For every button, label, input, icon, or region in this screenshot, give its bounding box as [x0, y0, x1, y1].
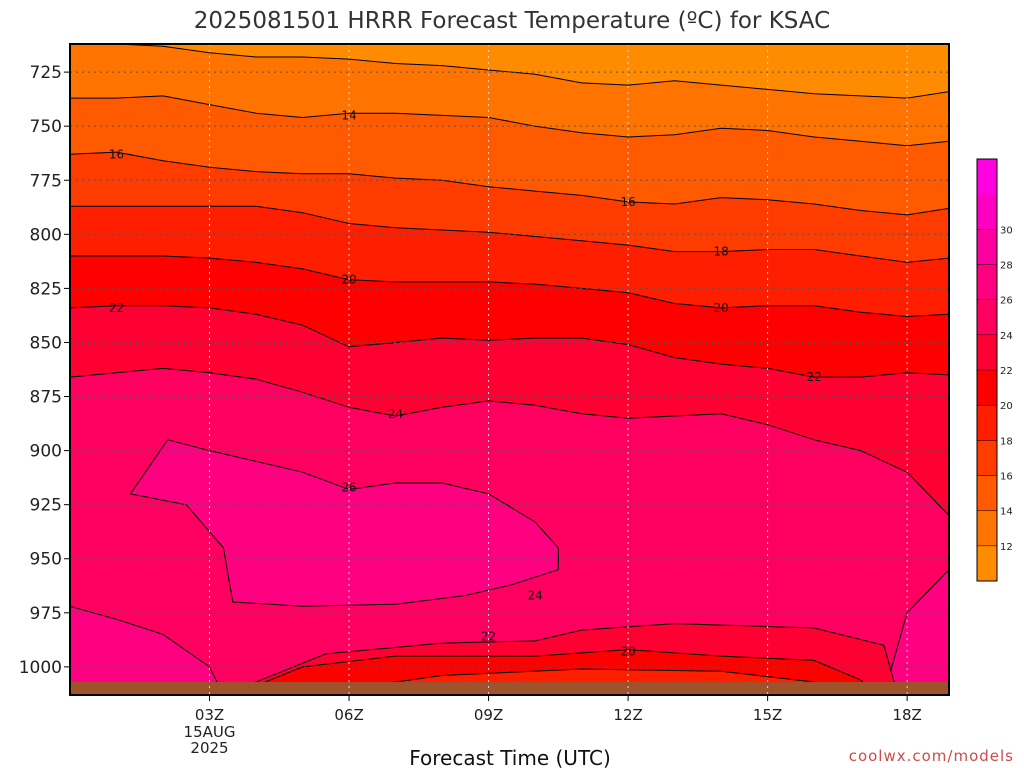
colorbar-segment — [977, 440, 997, 476]
x-tick-sublabel: 15AUG — [184, 723, 236, 741]
x-tick-label: 15Z — [753, 706, 782, 724]
chart-title: 2025081501 HRRR Forecast Temperature (ºC… — [194, 8, 830, 34]
isotherm-12 — [70, 44, 949, 99]
colorbar-tick-label: 26 — [1000, 296, 1013, 307]
surface-warm-right — [883, 568, 949, 695]
contour-label: 16 — [109, 147, 124, 161]
axes: 725 750 775 800 825 850 875 900 925 950 975 1000 03Z… — [19, 63, 922, 757]
contour-label: 18 — [713, 245, 728, 259]
grid — [70, 44, 949, 695]
isotherm-14 — [70, 95, 949, 147]
isotherm-18 — [70, 205, 949, 263]
warm-core-26 — [129, 439, 559, 607]
plot-frame — [69, 43, 950, 696]
y-tick-label: 950 — [30, 550, 62, 570]
y-tick-label: 800 — [30, 225, 62, 245]
x-tick-label: 09Z — [474, 706, 503, 724]
y-tick-label: 975 — [30, 604, 62, 624]
colorbar: 12 14 16 18 20 22 24 26 28 30 — [976, 158, 1013, 582]
contour-label: 26 — [341, 480, 356, 494]
colorbar-segment — [977, 475, 997, 512]
x-tick-label: 12Z — [613, 706, 642, 724]
isotherm-24 — [70, 367, 949, 516]
y-tick-label: 725 — [30, 63, 62, 83]
colorbar-tick-label: 14 — [1000, 507, 1013, 518]
colorbar-tick-label: 18 — [1000, 436, 1013, 447]
y-tick-label: 775 — [30, 171, 62, 191]
colorbar-tick-label: 20 — [1000, 401, 1013, 412]
y-tick-label: 875 — [30, 388, 62, 408]
colorbar-tick-label: 12 — [1000, 542, 1013, 553]
colorbar-segment — [977, 545, 997, 582]
temp-band-14 — [70, 95, 949, 215]
contour-label: 22 — [481, 630, 496, 644]
y-tick-label: 900 — [30, 442, 62, 462]
y-tick-label: 825 — [30, 279, 62, 299]
x-tick-label: 03Z — [195, 706, 224, 724]
y-tick-label: 1000 — [19, 658, 62, 678]
colorbar-segment — [977, 510, 997, 547]
contour-label: 20 — [341, 273, 356, 287]
colorbar-segment — [977, 194, 997, 230]
temp-band-16 — [70, 152, 949, 263]
colorbar-segment — [977, 229, 997, 265]
contour-labels: 14 16 16 18 20 20 22 22 24 26 24 22 20 — [109, 108, 822, 658]
colorbar-tick-label: 28 — [1000, 261, 1013, 272]
contour-label: 20 — [713, 301, 728, 315]
ground — [70, 682, 949, 695]
colorbar-segment — [977, 159, 997, 195]
temp-band-12 — [70, 44, 949, 146]
x-axis-label: Forecast Time (UTC) — [409, 746, 611, 768]
y-tick-label: 925 — [30, 496, 62, 516]
isotherm-16 — [70, 151, 949, 216]
x-tick-label: 18Z — [892, 706, 921, 724]
isotherm-22 — [70, 305, 949, 378]
contour-label: 20 — [620, 645, 635, 659]
colorbar-tick-label: 30 — [1000, 225, 1013, 236]
temp-band-22 — [70, 305, 949, 516]
colorbar-segment — [977, 370, 997, 406]
contour-label: 22 — [806, 370, 821, 384]
x-tick-sublabel: 2025 — [190, 739, 228, 757]
x-tick-label: 06Z — [334, 706, 363, 724]
y-tick-label: 850 — [30, 333, 62, 353]
credit-link[interactable]: coolwx.com/models — [849, 747, 1014, 765]
colorbar-tick-label: 24 — [1000, 331, 1013, 342]
colorbar-segment — [977, 334, 997, 371]
contour-label: 24 — [527, 589, 542, 603]
temp-band-18 — [70, 206, 949, 317]
contour-label: 22 — [109, 301, 124, 315]
colorbar-segment — [977, 299, 997, 336]
y-tick-label: 750 — [30, 117, 62, 137]
isotherm-20 — [70, 255, 949, 318]
plot-area — [70, 44, 949, 695]
contour-label: 14 — [341, 108, 356, 122]
colorbar-segment — [977, 264, 997, 301]
temp-band-20 — [70, 256, 949, 378]
colorbar-tick-label: 16 — [1000, 472, 1013, 483]
contour-label: 16 — [620, 195, 635, 209]
colorbar-tick-label: 22 — [1000, 366, 1013, 377]
colorbar-segment — [977, 405, 997, 441]
contour-label: 24 — [388, 407, 403, 421]
